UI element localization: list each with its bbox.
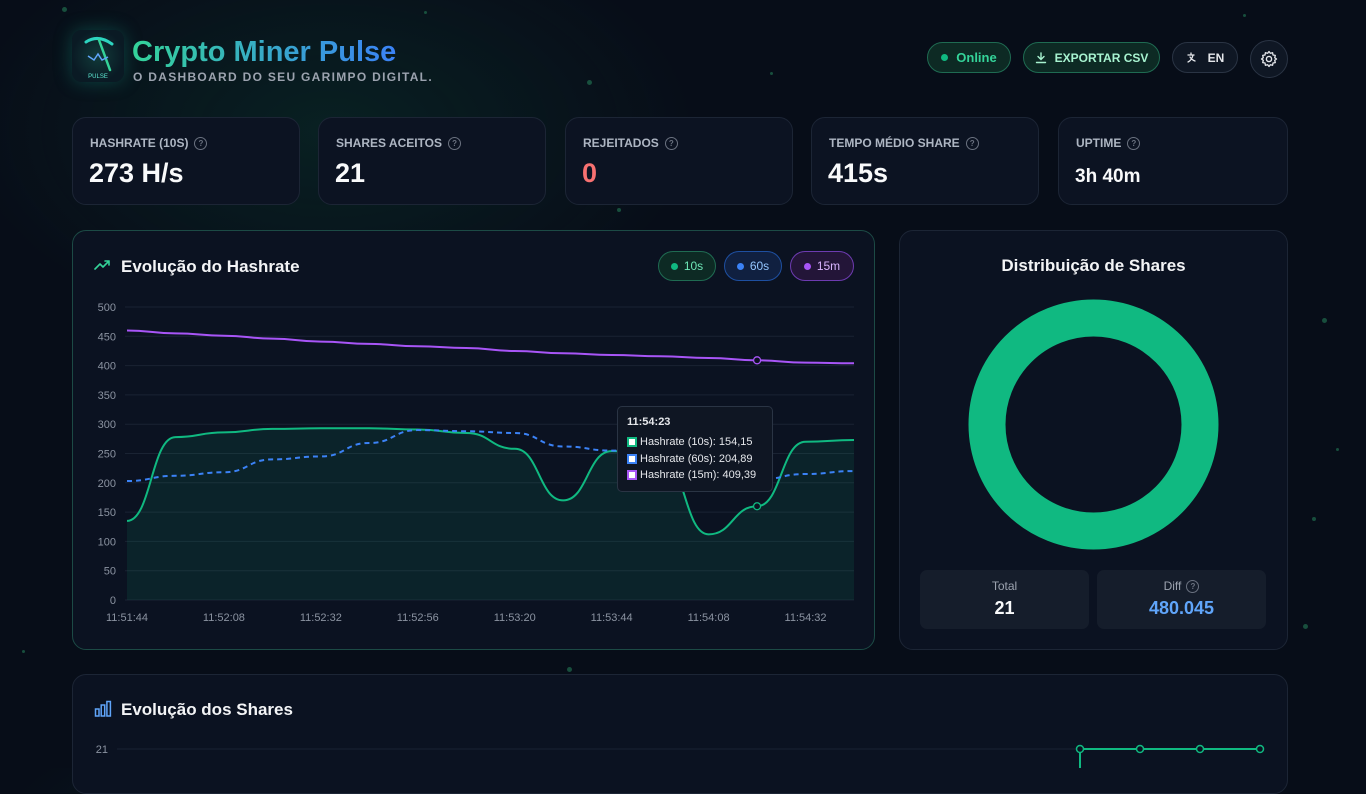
shares-donut-chart[interactable] bbox=[968, 299, 1219, 550]
gear-icon bbox=[1260, 50, 1278, 68]
background-particle bbox=[770, 72, 773, 75]
bar-chart-icon bbox=[94, 700, 112, 717]
hashrate-chart-title: Evolução do Hashrate bbox=[121, 257, 300, 276]
kpi-value: 21 bbox=[335, 158, 366, 188]
help-icon[interactable]: ? bbox=[1127, 136, 1141, 150]
logo-text: PULSE bbox=[88, 74, 108, 80]
legend-toggle-60s[interactable]: 60s bbox=[724, 251, 782, 281]
translate-icon bbox=[1187, 51, 1196, 63]
donut-slice bbox=[968, 299, 1219, 550]
total-stat: Total 21 bbox=[920, 570, 1089, 629]
legend-label: 10s bbox=[683, 259, 704, 273]
diff-stat: Diff? 480.045 bbox=[1097, 570, 1266, 629]
total-value: 21 bbox=[994, 598, 1015, 618]
background-particle bbox=[1322, 318, 1327, 323]
background-particle bbox=[587, 80, 592, 85]
legend-label: 15m bbox=[816, 259, 841, 273]
total-label: Total bbox=[991, 579, 1018, 593]
help-icon[interactable]: ? bbox=[1186, 579, 1200, 593]
legend-dot-icon bbox=[736, 262, 744, 270]
background-particle bbox=[22, 650, 25, 653]
export-csv-label: EXPORTAR CSV bbox=[1054, 50, 1149, 65]
legend-label: 60s bbox=[749, 259, 770, 273]
kpi-card-avg-share-time: TEMPO MÉDIO SHARE? 415s bbox=[811, 117, 1039, 205]
help-icon[interactable]: ? bbox=[448, 136, 462, 150]
distribution-title: Distribuição de Shares bbox=[1001, 256, 1186, 275]
pickaxe-icon: PULSE bbox=[84, 37, 114, 80]
shares-chart-card bbox=[72, 674, 1288, 794]
kpi-label: TEMPO MÉDIO SHARE? bbox=[829, 136, 979, 150]
status-dot-icon bbox=[941, 54, 949, 61]
status-text: Online bbox=[956, 50, 997, 65]
tooltip-row: Hashrate (10s): 154,15 bbox=[627, 434, 763, 451]
download-icon bbox=[1035, 51, 1046, 63]
kpi-card-hashrate: HASHRATE (10S)? 273 H/s bbox=[72, 117, 300, 205]
kpi-label: HASHRATE (10S)? bbox=[90, 136, 208, 150]
kpi-card-uptime: UPTIME? 3h 40m bbox=[1058, 117, 1288, 205]
settings-button[interactable] bbox=[1250, 40, 1288, 78]
swatch-icon bbox=[627, 453, 637, 464]
legend-toggle-15m[interactable]: 15m bbox=[790, 251, 854, 281]
diff-value: 480.045 bbox=[1148, 598, 1215, 618]
diff-label: Diff? bbox=[1097, 579, 1266, 593]
kpi-value: 273 H/s bbox=[89, 158, 184, 188]
background-particle bbox=[1303, 624, 1308, 629]
swatch-icon bbox=[627, 470, 637, 481]
background-particle bbox=[1243, 14, 1246, 17]
kpi-card-rejected: REJEITADOS? 0 bbox=[565, 117, 793, 205]
tooltip-row: Hashrate (60s): 204,89 bbox=[627, 451, 763, 468]
help-icon[interactable]: ? bbox=[194, 136, 208, 150]
background-particle bbox=[567, 667, 572, 672]
kpi-card-shares-accepted: SHARES ACEITOS? 21 bbox=[318, 117, 546, 205]
help-icon[interactable]: ? bbox=[664, 136, 678, 150]
help-icon[interactable]: ? bbox=[965, 136, 979, 150]
kpi-label: SHARES ACEITOS? bbox=[336, 136, 462, 150]
kpi-value: 0 bbox=[582, 158, 598, 188]
kpi-value: 3h 40m bbox=[1075, 166, 1141, 187]
background-particle bbox=[62, 7, 67, 12]
background-particle bbox=[617, 208, 621, 212]
swatch-icon bbox=[627, 437, 637, 448]
background-particle bbox=[1336, 448, 1339, 451]
language-toggle-button[interactable]: EN bbox=[1172, 42, 1238, 73]
trending-up-icon bbox=[94, 260, 110, 270]
app-subtitle: O DASHBOARD DO SEU GARIMPO DIGITAL. bbox=[133, 70, 433, 84]
background-particle bbox=[424, 11, 427, 14]
app-logo: PULSE bbox=[72, 30, 124, 82]
kpi-label: UPTIME? bbox=[1076, 136, 1141, 150]
shares-chart-title: Evolução dos Shares bbox=[121, 700, 293, 719]
legend-dot-icon bbox=[670, 262, 678, 270]
legend-dot-icon bbox=[803, 262, 811, 270]
background-particle bbox=[1312, 517, 1316, 521]
tooltip-time: 11:54:23 bbox=[627, 416, 671, 428]
app-title: Crypto Miner Pulse bbox=[132, 36, 397, 68]
legend-toggle-10s[interactable]: 10s bbox=[658, 251, 716, 281]
language-label: EN bbox=[1207, 50, 1225, 65]
kpi-label: REJEITADOS? bbox=[583, 136, 678, 150]
kpi-value: 415s bbox=[828, 158, 889, 188]
tooltip-row: Hashrate (15m): 409,39 bbox=[627, 467, 763, 484]
chart-tooltip: 11:54:23 Hashrate (10s): 154,15 Hashrate… bbox=[617, 406, 773, 492]
status-badge: Online bbox=[927, 42, 1011, 73]
export-csv-button[interactable]: EXPORTAR CSV bbox=[1023, 42, 1160, 73]
